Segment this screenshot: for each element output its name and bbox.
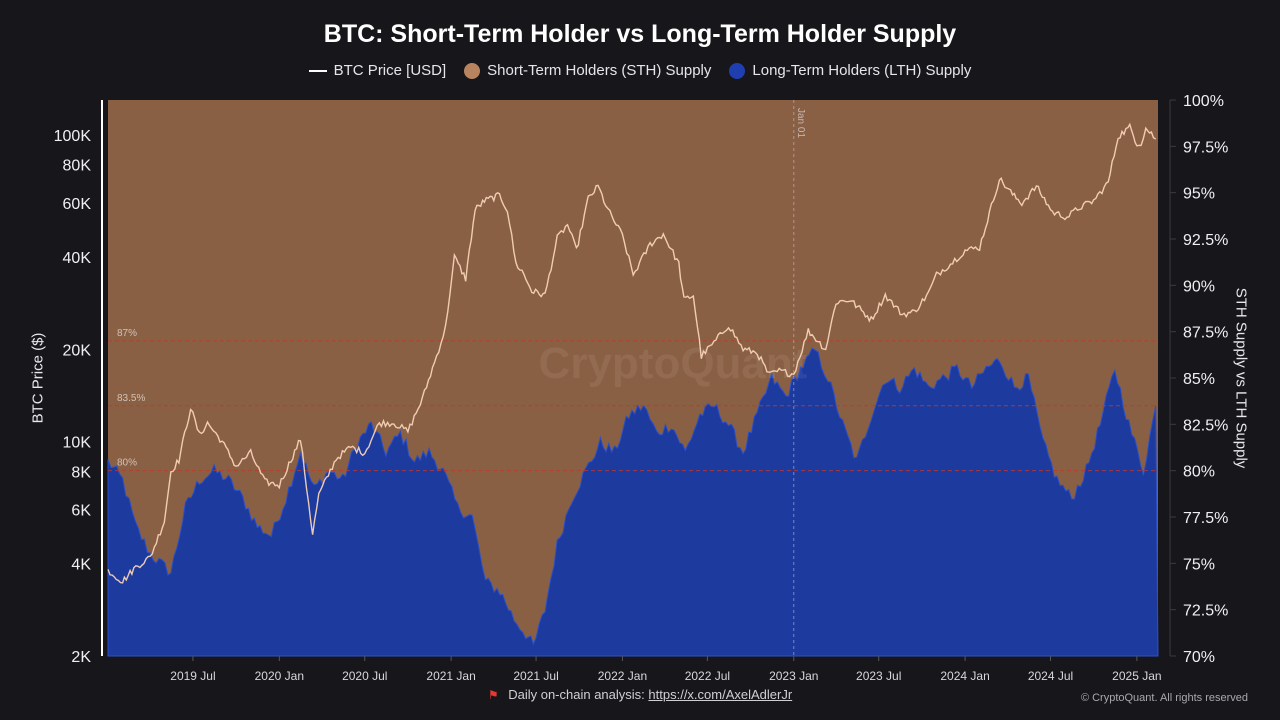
- y-left-tick-label: 60K: [63, 196, 92, 213]
- reference-line-label: 83.5%: [117, 393, 145, 404]
- y-axis-left-title: BTC Price ($): [29, 332, 47, 424]
- y-right-tick-label: 87.5%: [1183, 325, 1228, 342]
- y-left-tick-label: 8K: [71, 464, 91, 481]
- y-right-tick-label: 100%: [1183, 93, 1224, 110]
- y-right-tick-label: 95%: [1183, 186, 1215, 203]
- footer-link[interactable]: https://x.com/AxelAdlerJr: [648, 687, 793, 702]
- x-tick-label: 2020 Jan: [255, 669, 304, 683]
- legend-line-icon: [308, 69, 327, 72]
- flag-icon: ⚑: [487, 688, 499, 702]
- x-tick-label: 2021 Jan: [426, 669, 475, 683]
- x-tick-label: 2022 Jan: [598, 669, 647, 683]
- y-left-tick-label: 4K: [71, 557, 91, 574]
- y-left-tick-label: 2K: [71, 649, 91, 666]
- watermark-text: CryptoQuant: [539, 339, 808, 388]
- y-right-tick-label: 72.5%: [1183, 603, 1228, 620]
- x-tick-label: 2021 Jul: [513, 669, 558, 683]
- chart-title: BTC: Short-Term Holder vs Long-Term Hold…: [323, 20, 957, 48]
- y-right-tick-label: 85%: [1183, 371, 1215, 388]
- copyright-text: © CryptoQuant. All rights reserved: [1080, 692, 1248, 704]
- y-left-tick-label: 20K: [63, 342, 92, 359]
- x-tick-label: 2020 Jul: [342, 669, 387, 683]
- x-tick-label: 2019 Jul: [170, 669, 215, 683]
- x-tick-label: 2022 Jul: [685, 669, 730, 683]
- y-left-tick-label: 10K: [63, 435, 92, 452]
- btc-price-line: [107, 122, 1157, 584]
- y-left-tick-label: 80K: [63, 158, 92, 175]
- legend-dot-icon: [464, 62, 481, 79]
- footer-text: Daily on-chain analysis:: [508, 687, 645, 702]
- y-right-tick-label: 82.5%: [1183, 417, 1228, 434]
- y-right-tick-label: 97.5%: [1183, 139, 1228, 156]
- y-right-tick-label: 90%: [1183, 278, 1215, 295]
- y-right-tick-label: 92.5%: [1183, 232, 1228, 249]
- legend-item-sth-supply[interactable]: Short-Term Holders (STH) Supply: [464, 62, 711, 79]
- y-left-tick-label: 100K: [54, 128, 92, 145]
- x-tick-label: 2024 Jul: [1028, 669, 1073, 683]
- annotation-label: Jan 01: [795, 108, 806, 138]
- legend-label: Long-Term Holders (LTH) Supply: [752, 62, 972, 79]
- reference-line-label: 87%: [117, 328, 137, 339]
- y-axis-right-title: STH Supply vs LTH Supply: [1232, 287, 1250, 469]
- x-tick-label: 2024 Jan: [940, 669, 989, 683]
- y-right-tick-label: 75%: [1183, 556, 1215, 573]
- legend-label: BTC Price [USD]: [333, 62, 447, 79]
- x-tick-label: 2023 Jan: [769, 669, 818, 683]
- lth-supply-area: [107, 347, 1159, 657]
- y-left-tick-label: 40K: [63, 250, 92, 267]
- chart-legend: BTC Price [USD] Short-Term Holders (STH)…: [0, 62, 1280, 79]
- legend-label: Short-Term Holders (STH) Supply: [487, 62, 712, 79]
- legend-item-lth-supply[interactable]: Long-Term Holders (LTH) Supply: [729, 62, 971, 79]
- y-right-tick-label: 70%: [1183, 649, 1215, 666]
- x-tick-label: 2025 Jan: [1112, 669, 1161, 683]
- legend-dot-icon: [729, 62, 746, 79]
- footer: ⚑ Daily on-chain analysis: https://x.com…: [0, 687, 1280, 702]
- y-right-tick-label: 80%: [1183, 464, 1215, 481]
- reference-line-label: 80%: [117, 458, 137, 469]
- y-left-tick-label: 6K: [71, 503, 91, 520]
- x-tick-label: 2023 Jul: [856, 669, 901, 683]
- y-right-tick-label: 77.5%: [1183, 510, 1228, 527]
- legend-item-btc-price[interactable]: BTC Price [USD]: [308, 62, 447, 79]
